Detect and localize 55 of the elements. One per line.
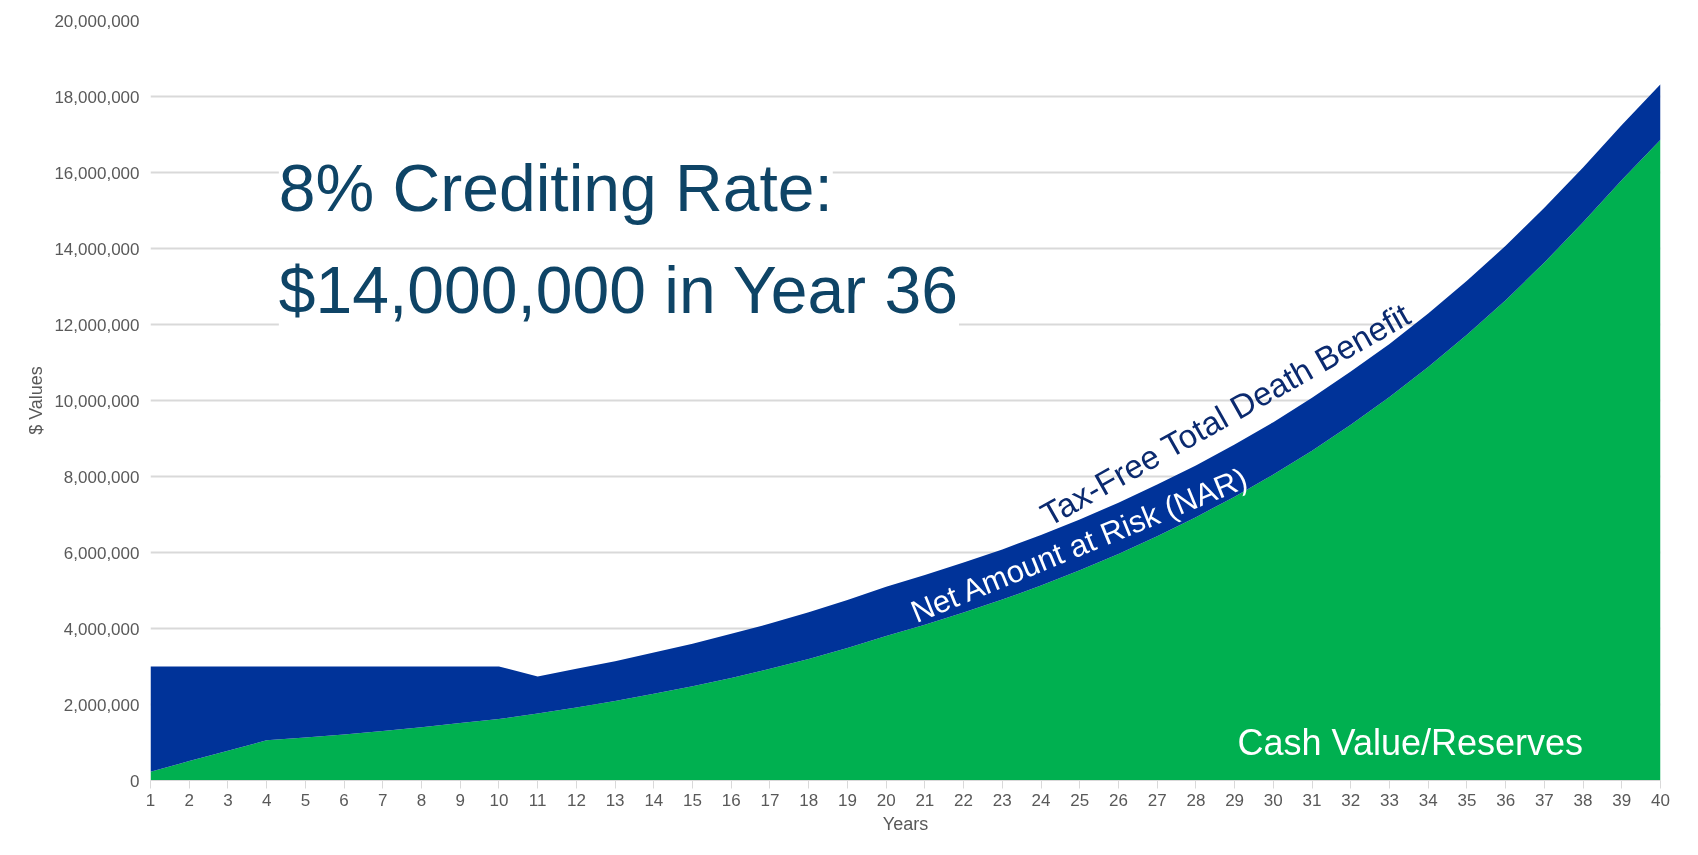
x-tick-label: 29 [1225,790,1245,810]
x-tick-label: 10 [489,790,509,810]
y-tick-label: 20,000,000 [54,11,140,31]
y-tick-label: 14,000,000 [54,239,140,259]
x-tick-label: 22 [954,790,974,810]
x-tick-label: 11 [528,790,547,810]
x-tick-label: 25 [1070,790,1090,810]
x-tick-label: 17 [760,790,780,810]
x-tick-label: 5 [300,790,311,810]
x-tick-label: 28 [1186,790,1206,810]
x-tick-label: 26 [1108,790,1128,810]
x-tick-label: 20 [876,790,896,810]
x-tick-label: 8 [416,790,427,810]
x-tick-label: 12 [566,790,586,810]
x-tick-label: 6 [339,790,349,810]
x-tick-label: 2 [184,790,194,810]
y-tick-label: 6,000,000 [63,543,140,563]
y-tick-label: 12,000,000 [54,315,140,335]
y-tick-label: 16,000,000 [54,163,140,183]
x-axis-title: Years [882,813,929,834]
x-tick-label: 14 [644,790,664,810]
x-tick-label: 38 [1573,790,1593,810]
x-tick-label: 40 [1651,790,1670,810]
y-axis-title: $ Values [26,366,47,435]
y-tick-label: 2,000,000 [63,695,140,715]
y-tick-label: 0 [130,771,140,791]
x-tick-label: 16 [721,790,741,810]
x-tick-label: 30 [1263,790,1283,810]
x-tick-label: 31 [1302,790,1322,810]
x-tick-label: 35 [1457,790,1477,810]
series-label: Cash Value/Reserves [1237,722,1584,763]
y-tick-label: 4,000,000 [63,619,140,639]
x-tick-label: 4 [261,790,272,810]
x-tick-label: 7 [378,790,388,810]
x-tick-label: 9 [455,790,465,810]
x-tick-label: 1 [145,790,156,810]
x-tick-label: 36 [1496,790,1516,810]
x-tick-label: 21 [915,790,935,810]
x-tick-label: 15 [683,790,703,810]
x-tick-label: 27 [1147,790,1167,810]
x-tick-label: 32 [1341,790,1361,810]
x-tick-label: 19 [837,790,857,810]
x-tick-label: 24 [1031,790,1051,810]
x-tick-label: 3 [223,790,233,810]
x-tick-label: 33 [1380,790,1399,810]
x-tick-label: 13 [605,790,625,810]
y-tick-label: 10,000,000 [54,391,140,411]
text: 8% Crediting Rate: $14,000,000 in Year 36 [278,150,958,328]
x-tick-label: 39 [1612,790,1632,810]
x-tick-label: 34 [1418,790,1438,810]
y-tick-label: 18,000,000 [54,87,140,107]
x-tick-label: 18 [799,790,819,810]
y-tick-label: 8,000,000 [63,467,140,487]
x-tick-label: 37 [1534,790,1554,810]
x-tick-label: 23 [992,790,1012,810]
